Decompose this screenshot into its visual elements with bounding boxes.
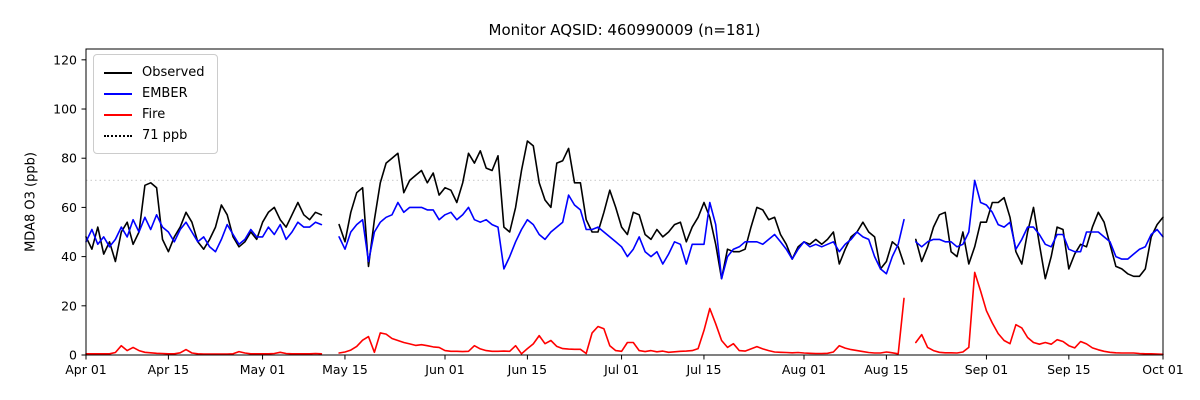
plot-frame <box>85 48 1164 356</box>
y-axis-label: MDA8 O3 (ppb) <box>23 152 39 252</box>
y-tick-label: 60 <box>61 200 77 215</box>
observed-line-swatch <box>104 71 132 74</box>
legend-item-ember: EMBER <box>104 83 205 104</box>
legend-label-observed: Observed <box>142 65 205 80</box>
x-tick-label: May 01 <box>240 362 286 377</box>
legend-label-fire: Fire <box>142 107 166 122</box>
y-tick-label: 20 <box>61 298 77 313</box>
legend-item-threshold: 71 ppb <box>104 125 205 146</box>
series-line-observed <box>85 140 1164 280</box>
x-tick-label: Jun 01 <box>424 362 464 377</box>
legend: Observed EMBER Fire 71 ppb <box>93 54 218 154</box>
ember-line-swatch <box>104 92 132 95</box>
x-tick-label: Oct 01 <box>1142 362 1184 377</box>
y-tick-label: 40 <box>61 249 77 264</box>
y-tick-label: 80 <box>61 151 77 166</box>
chart-title: Monitor AQSID: 460990009 (n=181) <box>488 21 761 39</box>
fire-line-swatch <box>104 113 132 116</box>
y-tick-label: 100 <box>53 102 77 117</box>
threshold-line-swatch <box>104 134 132 137</box>
legend-item-fire: Fire <box>104 104 205 125</box>
x-tick-label: Aug 15 <box>864 362 908 377</box>
x-tick-label: Apr 15 <box>148 362 190 377</box>
y-tick-label: 0 <box>69 348 77 363</box>
x-tick-label: Sep 15 <box>1047 362 1090 377</box>
x-tick-label: Jul 15 <box>685 362 721 377</box>
legend-item-observed: Observed <box>104 62 205 83</box>
y-tick-label: 120 <box>53 52 77 67</box>
x-tick-label: Aug 01 <box>782 362 826 377</box>
x-tick-label: May 15 <box>322 362 368 377</box>
series-line-fire <box>85 271 1164 356</box>
x-tick-label: Jul 01 <box>603 362 639 377</box>
series-line-ember <box>85 179 1164 280</box>
x-tick-label: Apr 01 <box>65 362 107 377</box>
x-tick-label: Sep 01 <box>965 362 1008 377</box>
legend-label-threshold: 71 ppb <box>142 128 188 143</box>
legend-label-ember: EMBER <box>142 86 188 101</box>
x-tick-label: Jun 15 <box>507 362 547 377</box>
